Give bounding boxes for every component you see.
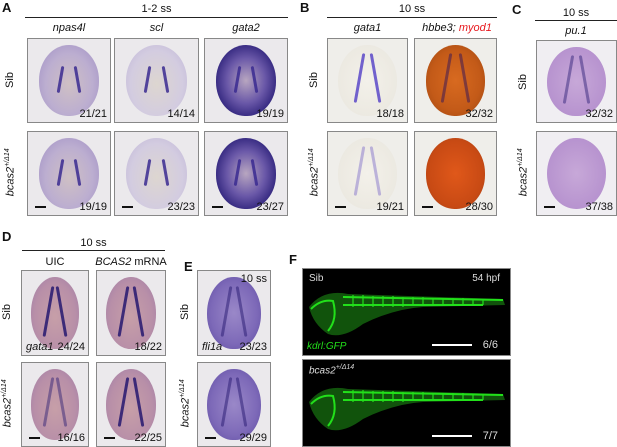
scale-bar	[432, 344, 472, 346]
embryo-image: 32/32	[536, 40, 617, 123]
scale-bar	[205, 437, 216, 439]
count: 28/30	[465, 201, 493, 213]
scale-bar	[35, 206, 46, 208]
embryo-image: 14/14	[114, 38, 199, 123]
count: 22/25	[134, 432, 162, 444]
scale-bar	[335, 206, 346, 208]
row-label-mutant: bcas2+/Δ14	[3, 148, 17, 197]
count: 32/32	[465, 108, 493, 120]
count: 19/19	[79, 201, 107, 213]
scale-bar	[29, 437, 40, 439]
gene-label-npas4l: npas4l	[52, 22, 86, 34]
gene-label-gata1: gata1	[353, 22, 382, 34]
count: 19/21	[376, 201, 404, 213]
fish-gfp-vasculature	[309, 292, 505, 336]
panel-d-stage: 10 ss	[80, 237, 107, 249]
embryo-image: 19/19	[27, 131, 111, 216]
count: 18/18	[376, 108, 404, 120]
row-label-sib: Sib	[1, 304, 13, 320]
panel-d-label: D	[2, 229, 12, 244]
count: 32/32	[585, 108, 613, 120]
count: 23/27	[256, 201, 284, 213]
count: 18/22	[134, 341, 162, 353]
time-label: 54 hpf	[472, 273, 500, 284]
count: 21/21	[79, 108, 107, 120]
panel-b-label: B	[300, 0, 310, 15]
row-label-sib: Sib	[308, 72, 320, 88]
embryo-image: 23/27	[204, 131, 288, 216]
embryo-image: 19/19	[204, 38, 288, 123]
row-label-mutant: bcas2+/Δ14	[307, 148, 321, 197]
embryo-image: 21/21	[27, 38, 111, 123]
embryo-image: 23/23	[114, 131, 199, 216]
count: 23/23	[239, 341, 267, 353]
embryo-image: 29/29	[197, 362, 271, 447]
panel-a-stage-line	[25, 17, 288, 18]
count: 19/19	[256, 108, 284, 120]
gene-label-scl: scl	[149, 22, 164, 34]
row-label-mutant: bcas2+/Δ14	[178, 379, 192, 428]
fish-image: Sib 54 hpf kdrl:GFP 6/6	[302, 268, 511, 356]
scale-bar	[544, 206, 555, 208]
fish-image: bcas2+/Δ14 7/7	[302, 359, 511, 447]
genotype-label: bcas2+/Δ14	[309, 364, 355, 377]
panel-b-stage-line	[327, 17, 497, 18]
row-label-mutant: bcas2+/Δ14	[516, 148, 530, 197]
count: 14/14	[167, 108, 195, 120]
gene-label-fli1a: fli1a	[202, 341, 223, 353]
scale-bar	[432, 435, 472, 437]
count: 23/23	[167, 201, 195, 213]
gene-label-gata1: gata1	[26, 341, 54, 353]
panel-d-stage-line	[22, 250, 165, 251]
count: 29/29	[239, 432, 267, 444]
count: 37/38	[585, 201, 613, 213]
column-label-bcas2-mrna: BCAS2 mRNA	[95, 256, 167, 268]
embryo-image: 37/38	[536, 131, 617, 216]
row-label-sib: Sib	[4, 72, 16, 88]
scale-bar	[104, 437, 115, 439]
count: 16/16	[57, 432, 85, 444]
embryo-image: 18/22	[96, 270, 166, 356]
fish-gfp-vasculature	[309, 387, 505, 431]
count: 24/24	[57, 341, 85, 353]
embryo-image: 10 ss fli1a 23/23	[197, 270, 271, 356]
panel-c-stage-line	[535, 20, 617, 21]
gene-label-hbbe3-myod1: hbbe3; myod1	[422, 22, 492, 34]
panel-c-label: C	[512, 2, 522, 17]
panel-a-label: A	[2, 0, 12, 15]
embryo-image: 16/16	[21, 362, 89, 447]
panel-c-stage: 10 ss	[562, 7, 590, 19]
gene-label-pu1: pu.1	[565, 25, 587, 37]
genotype-label: Sib	[309, 273, 324, 284]
panel-b-stage: 10 ss	[398, 3, 426, 15]
reporter-label: kdrl:GFP	[307, 341, 347, 352]
row-label-sib: Sib	[517, 74, 529, 90]
embryo-image: 22/25	[96, 362, 166, 447]
panel-f-label: F	[289, 252, 297, 267]
row-label-mutant: bcas2+/Δ14	[0, 379, 14, 428]
column-label-uic: UIC	[45, 256, 65, 268]
embryo-image: 32/32	[414, 38, 497, 123]
gene-label-gata2: gata2	[232, 22, 260, 34]
stage-label: 10 ss	[240, 273, 267, 285]
count: 6/6	[482, 339, 498, 351]
embryo-image: gata1 24/24	[21, 270, 89, 356]
panel-e-label: E	[184, 259, 193, 274]
embryo-image: 18/18	[327, 38, 408, 123]
row-label-sib: Sib	[179, 304, 191, 320]
panel-a-stage: 1-2 ss	[141, 3, 172, 15]
count: 7/7	[482, 430, 498, 442]
scale-bar	[212, 206, 223, 208]
embryo-image: 19/21	[327, 131, 408, 216]
scale-bar	[122, 206, 133, 208]
embryo-image: 28/30	[414, 131, 497, 216]
scale-bar	[422, 206, 433, 208]
